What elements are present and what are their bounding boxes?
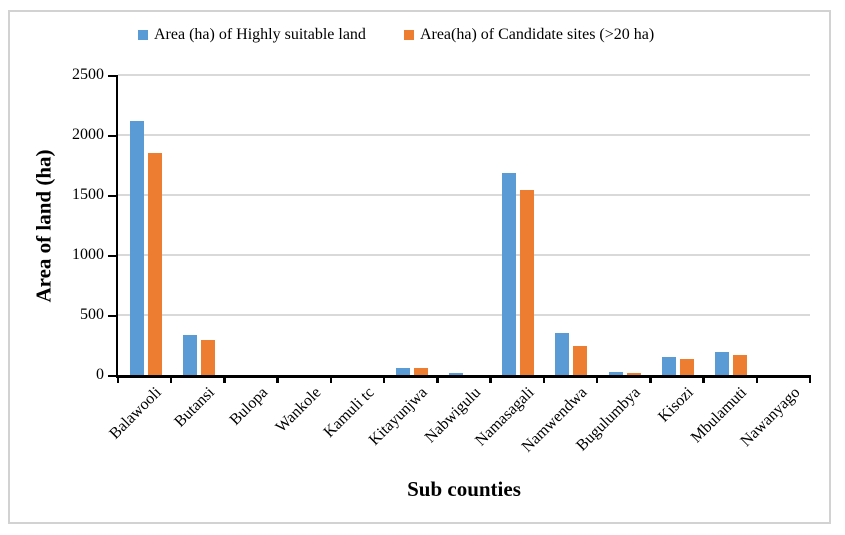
gridline-500 — [118, 314, 810, 316]
y-axis-title: Area of land (ha) — [31, 149, 56, 303]
x-tick-5 — [382, 375, 386, 383]
x-tick-11 — [702, 375, 705, 383]
y-tick-1000 — [108, 254, 118, 257]
y-tick-label-1000: 1000 — [72, 246, 104, 263]
bar-candidate-sites-bugulumbya — [626, 372, 641, 375]
x-axis-title: Sub counties — [407, 477, 521, 501]
chart-border — [8, 10, 831, 524]
x-tick-9 — [595, 375, 599, 383]
legend-swatch-blue-icon — [138, 30, 148, 40]
legend-label-highly-suitable: Area (ha) of Highly suitable land — [154, 26, 366, 43]
bar-highly-suitable-bugulumbya — [608, 372, 623, 375]
x-tick-4 — [329, 375, 333, 383]
legend-item-candidate-sites: Area(ha) of Candidate sites (>20 ha) — [403, 26, 655, 44]
x-tick-12 — [755, 375, 759, 383]
bar-highly-suitable-nabwigulu — [449, 372, 463, 375]
bar-candidate-sites-balawooli — [147, 153, 162, 375]
y-tick-label-1500: 1500 — [72, 186, 104, 203]
legend-label-candidate-sites: Area(ha) of Candidate sites (>20 ha) — [419, 26, 655, 43]
x-tick-10 — [649, 375, 652, 383]
x-tick-13 — [808, 375, 812, 383]
bar-highly-suitable-namwendwa — [555, 333, 570, 375]
y-axis-line — [115, 75, 118, 378]
gridline-2000 — [118, 134, 810, 136]
y-tick-1500 — [108, 194, 118, 197]
legend-swatch-orange-icon — [403, 30, 414, 40]
x-tick-1 — [169, 375, 173, 383]
bar-candidate-sites-kitayunjwa — [413, 367, 428, 375]
x-tick-7 — [489, 375, 492, 383]
y-tick-0 — [108, 374, 118, 377]
x-tick-8 — [542, 375, 546, 383]
x-tick-6 — [436, 375, 439, 383]
bar-candidate-sites-mbulamuti — [733, 354, 748, 375]
bar-candidate-sites-namasagali — [520, 190, 535, 375]
y-tick-label-2500: 2500 — [72, 66, 104, 83]
gridline-1000 — [118, 254, 810, 256]
y-tick-label-0: 0 — [96, 366, 104, 383]
x-tick-0 — [116, 375, 120, 383]
bar-candidate-sites-namwendwa — [573, 345, 588, 375]
bar-highly-suitable-mbulamuti — [715, 351, 730, 375]
bar-highly-suitable-kisozi — [661, 357, 676, 375]
y-tick-label-500: 500 — [80, 306, 104, 323]
gridline-2500 — [118, 74, 810, 76]
y-tick-2000 — [108, 134, 118, 137]
legend: Area (ha) of Highly suitable land Area(h… — [138, 26, 654, 44]
bar-candidate-sites-kisozi — [679, 358, 694, 375]
gridline-1500 — [118, 194, 810, 196]
y-tick-label-2000: 2000 — [72, 126, 104, 143]
bar-candidate-sites-butansi — [200, 340, 215, 375]
y-tick-500 — [108, 314, 118, 317]
y-tick-2500 — [108, 74, 118, 77]
bar-highly-suitable-balawooli — [129, 120, 144, 375]
x-axis-line — [115, 375, 810, 378]
bar-highly-suitable-namasagali — [502, 173, 517, 375]
x-tick-2 — [223, 375, 226, 383]
legend-item-highly-suitable: Area (ha) of Highly suitable land — [138, 26, 366, 44]
bar-highly-suitable-kitayunjwa — [395, 367, 410, 375]
bar-highly-suitable-butansi — [182, 335, 197, 375]
x-tick-3 — [276, 375, 279, 383]
